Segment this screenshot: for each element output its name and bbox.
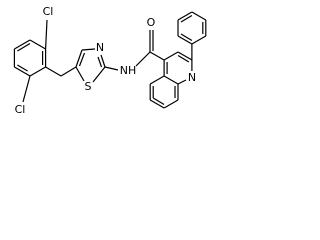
bond	[75, 66, 85, 82]
bond	[92, 66, 106, 83]
atom-label: N	[188, 71, 196, 84]
atom-label: Cl	[15, 103, 26, 116]
bond	[22, 75, 31, 103]
bond	[81, 48, 96, 51]
atom-label: O	[147, 16, 156, 29]
bond	[60, 66, 77, 77]
bond	[180, 33, 193, 42]
atom-label: N	[96, 41, 104, 54]
bond	[45, 66, 62, 77]
bond	[163, 99, 179, 109]
bond	[177, 35, 193, 45]
bond	[191, 35, 207, 45]
bond	[97, 56, 103, 68]
atom-label: S	[85, 80, 92, 93]
bond	[177, 79, 187, 85]
bond	[149, 75, 165, 85]
atom-label: Cl	[43, 5, 54, 18]
bond	[163, 51, 179, 61]
bond	[17, 42, 31, 52]
bond	[163, 75, 179, 85]
bond	[104, 66, 119, 71]
atom-label: NH	[120, 64, 137, 77]
bond	[177, 51, 193, 61]
bonds	[13, 11, 207, 109]
bond	[135, 51, 151, 67]
bond	[191, 11, 207, 21]
bond	[152, 97, 165, 106]
bond	[177, 11, 193, 21]
bond	[180, 14, 193, 23]
bond	[149, 99, 165, 109]
bond	[78, 52, 86, 67]
bond	[75, 49, 83, 68]
bond	[17, 64, 28, 72]
bond	[149, 51, 165, 61]
bond	[177, 54, 190, 63]
bond	[14, 39, 31, 50]
page: Cl Cl S N NH O N (() => { const data = J…	[13, 5, 207, 116]
bond	[29, 39, 46, 50]
bond	[29, 66, 46, 77]
bond	[100, 54, 106, 68]
bond	[45, 19, 48, 50]
molecule: Cl Cl S N NH O N	[13, 5, 207, 116]
bond	[14, 66, 31, 77]
